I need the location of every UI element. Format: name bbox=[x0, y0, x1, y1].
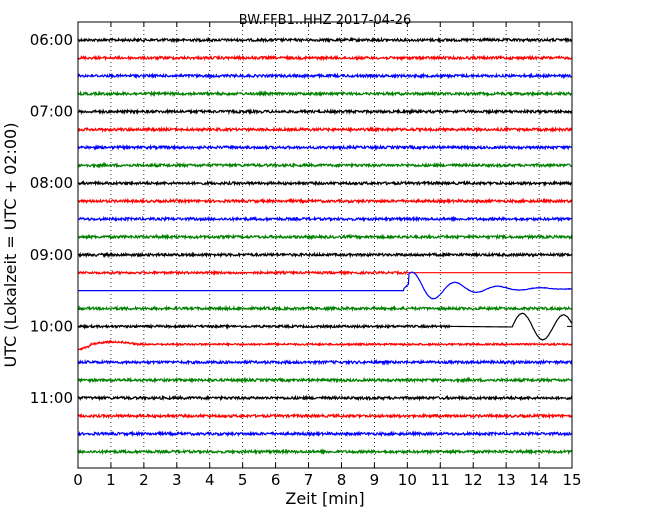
trace-0645 bbox=[77, 90, 573, 98]
chart-title: BW.FFB1..HHZ 2017-04-26 bbox=[239, 13, 412, 28]
y-axis: 06:00 07:00 08:00 09:00 10:00 11:00 bbox=[30, 31, 572, 407]
trace-0815 bbox=[77, 197, 573, 205]
x-tick-label: 10 bbox=[398, 471, 417, 489]
trace-0845 bbox=[77, 233, 573, 241]
trace-layer bbox=[77, 36, 573, 456]
trace-0700 bbox=[77, 108, 573, 116]
x-tick-label: 15 bbox=[562, 471, 581, 489]
trace-0715 bbox=[77, 125, 573, 134]
trace-1000 bbox=[77, 312, 573, 341]
trace-0745 bbox=[77, 161, 573, 169]
x-tick-label: 1 bbox=[106, 471, 116, 489]
y-tick-label: 06:00 bbox=[30, 31, 73, 49]
x-tick-label: 13 bbox=[497, 471, 516, 489]
y-tick-label: 10:00 bbox=[30, 317, 73, 335]
y-tick-label: 09:00 bbox=[30, 246, 73, 264]
trace-0930 bbox=[78, 271, 573, 300]
trace-0600 bbox=[77, 36, 573, 44]
trace-1130 bbox=[77, 430, 573, 438]
trace-0615 bbox=[77, 54, 573, 62]
trace-1015 bbox=[77, 339, 573, 351]
x-tick-label: 6 bbox=[271, 471, 281, 489]
x-tick-label: 14 bbox=[530, 471, 549, 489]
x-tick-label: 3 bbox=[172, 471, 182, 489]
trace-0800 bbox=[77, 179, 573, 187]
x-tick-label: 12 bbox=[464, 471, 483, 489]
y-axis-label: UTC (Lokalzeit = UTC + 02:00) bbox=[1, 123, 20, 368]
trace-1030 bbox=[77, 358, 573, 366]
trace-0900 bbox=[77, 251, 573, 259]
y-tick-label: 11:00 bbox=[30, 389, 73, 407]
x-tick-label: 0 bbox=[73, 471, 83, 489]
trace-0730 bbox=[77, 143, 573, 151]
x-tick-label: 4 bbox=[205, 471, 215, 489]
x-axis: 0 1 2 3 4 5 6 7 8 9 10 11 12 13 14 15 bbox=[73, 22, 582, 489]
x-tick-label: 8 bbox=[337, 471, 347, 489]
y-tick-label: 08:00 bbox=[30, 174, 73, 192]
x-tick-label: 7 bbox=[304, 471, 314, 489]
trace-1100 bbox=[77, 394, 573, 402]
trace-0945 bbox=[77, 304, 573, 312]
x-tick-label: 5 bbox=[238, 471, 248, 489]
x-tick-label: 11 bbox=[431, 471, 450, 489]
plot-frame bbox=[77, 21, 573, 469]
trace-1115 bbox=[77, 412, 573, 420]
x-tick-label: 2 bbox=[139, 471, 149, 489]
x-axis-label: Zeit [min] bbox=[285, 489, 364, 508]
x-tick-label: 9 bbox=[370, 471, 380, 489]
trace-1045 bbox=[77, 376, 573, 384]
trace-1145 bbox=[77, 448, 573, 456]
grid-lines bbox=[110, 22, 540, 468]
trace-0630 bbox=[77, 72, 573, 80]
y-tick-label: 07:00 bbox=[30, 103, 73, 121]
trace-0830 bbox=[77, 215, 573, 223]
trace-0915 bbox=[77, 269, 572, 277]
